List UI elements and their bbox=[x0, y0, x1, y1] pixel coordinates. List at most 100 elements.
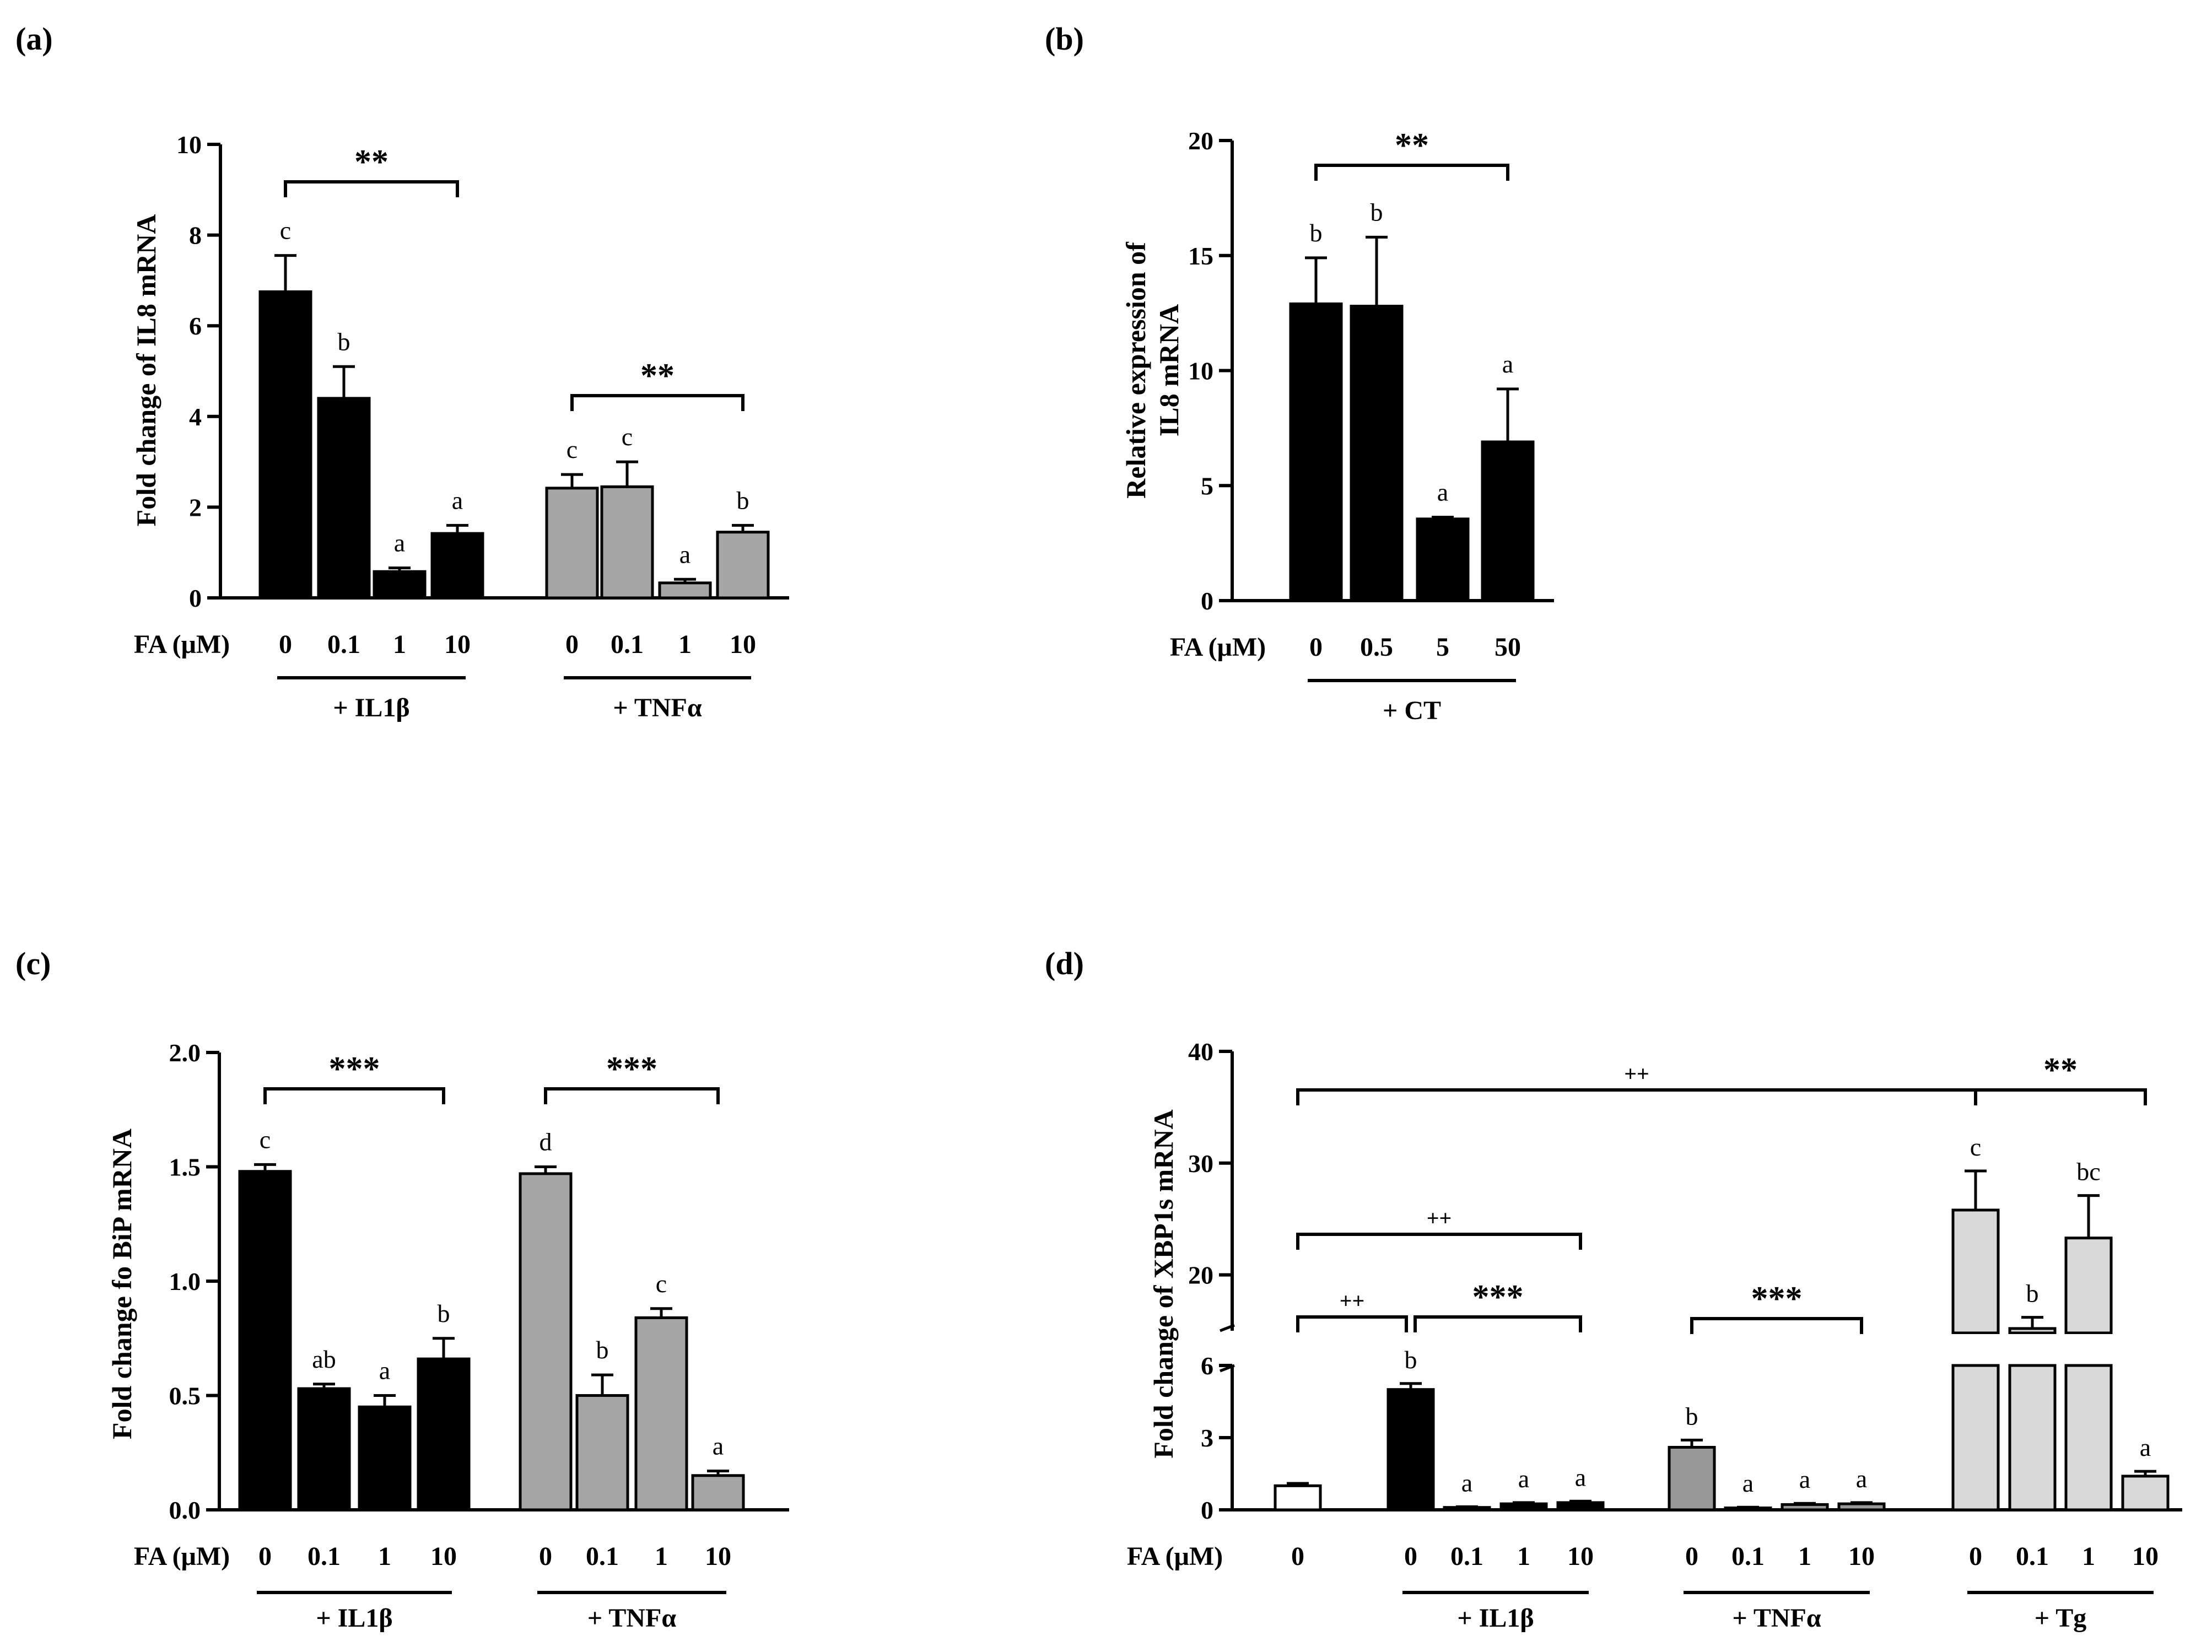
panel-a-x-axis-label: FA (μM) bbox=[134, 630, 230, 659]
panel-d-x-axis-label: FA (μM) bbox=[1127, 1542, 1223, 1571]
panel-d-sig-letter: bc bbox=[2076, 1158, 2100, 1186]
panel-a-significance-label: ** bbox=[354, 143, 389, 181]
panel-d-control-comparison-label: ++ bbox=[1624, 1061, 1649, 1086]
panel-d-sig-letter: a bbox=[1799, 1465, 1810, 1493]
panel-c-x-tick-label: 0 bbox=[539, 1542, 552, 1571]
panel-d-significance-label: ** bbox=[2043, 1051, 2078, 1089]
panel-c-group-label: + TNFα bbox=[587, 1604, 676, 1633]
panel-d-sig-letter: a bbox=[2140, 1433, 2151, 1461]
panel-a-sig-letter: b bbox=[737, 486, 749, 514]
panel-d-significance-bracket bbox=[1413, 1315, 1582, 1332]
panel-d-x-tick-label: 0 bbox=[1969, 1542, 1982, 1571]
panel-d-control-comparison-bracket bbox=[1296, 1233, 1582, 1250]
panel-d-x-tick-label: 10 bbox=[2132, 1542, 2159, 1571]
panel-a-significance-bracket bbox=[570, 394, 744, 411]
panel-a-bar bbox=[373, 570, 427, 600]
panel-d-y-tick-label: 30 bbox=[1188, 1149, 1213, 1178]
panel-a-x-tick-label: 1 bbox=[393, 630, 406, 659]
panel-c-sig-letter: c bbox=[260, 1125, 271, 1153]
panel-d-bar bbox=[1837, 1502, 1886, 1511]
panel-a-y-tick-label: 0 bbox=[189, 584, 202, 612]
panel-d-bar bbox=[2121, 1475, 2170, 1511]
panel-d-x-tick-label: 10 bbox=[1567, 1542, 1594, 1571]
panel-d-bar bbox=[2008, 1327, 2057, 1335]
panel-a-x-tick-label: 0 bbox=[565, 630, 579, 659]
panel-c-x-tick-label: 0.1 bbox=[307, 1542, 341, 1571]
panel-c-x-tick-label: 0 bbox=[258, 1542, 272, 1571]
panel-c-x-axis-label: FA (μM) bbox=[134, 1542, 230, 1571]
panel-d-bar bbox=[1951, 1364, 2000, 1511]
panel-a-group-label: + IL1β bbox=[333, 693, 409, 722]
panel-a-x-tick-label: 10 bbox=[444, 630, 471, 659]
panel-c-sig-letter: a bbox=[379, 1357, 390, 1385]
panel-a-x-tick-label: 1 bbox=[678, 630, 692, 659]
panel-a-bar bbox=[545, 487, 599, 600]
panel-c-sig-letter: b bbox=[596, 1336, 609, 1364]
panel-a-y-title: Fold change of IL8 mRNA bbox=[131, 214, 161, 527]
panel-a-x-tick-label: 0 bbox=[279, 630, 292, 659]
panel-a-sig-letter: c bbox=[567, 435, 578, 463]
panel-d-sig-letter: a bbox=[1575, 1463, 1586, 1491]
panel-c-y-title: Fold change fo BiP mRNA bbox=[106, 1129, 137, 1439]
panel-a-sig-letter: c bbox=[280, 217, 291, 245]
panel-b-bar bbox=[1350, 305, 1404, 602]
panel-c-sig-letter: a bbox=[713, 1432, 724, 1460]
panel-d-y-tick-label: 3 bbox=[1201, 1424, 1213, 1452]
panel-d-control-comparison-bracket bbox=[1296, 1088, 1977, 1105]
panel-b-y-tick-label: 5 bbox=[1201, 472, 1213, 500]
panel-b-x-tick-label: 50 bbox=[1495, 633, 1521, 662]
panel-c-bar bbox=[358, 1405, 412, 1511]
panel-d-bar bbox=[1781, 1503, 1829, 1511]
panel-d-significance-bracket bbox=[1690, 1317, 1863, 1334]
panel-b-bar bbox=[1289, 302, 1343, 602]
panel-d-sig-letter: b bbox=[2026, 1280, 2039, 1308]
panel-b-x-tick-label: 0.5 bbox=[1360, 633, 1393, 662]
panel-d-group-label: + TNFα bbox=[1732, 1604, 1821, 1633]
panel-d-x-tick-label: 1 bbox=[1798, 1542, 1811, 1571]
panel-b-group-label: + CT bbox=[1383, 696, 1441, 725]
panel-b-sig-letter: a bbox=[1437, 478, 1448, 506]
panel-c-bar bbox=[575, 1394, 629, 1511]
panel-d-axis-break-mark bbox=[1220, 1324, 1235, 1332]
panel-d-bar bbox=[2064, 1364, 2113, 1511]
panel-b-y-title-line1: Relative expression of bbox=[1120, 241, 1151, 499]
panel-a-x-tick-label: 10 bbox=[730, 630, 756, 659]
panel-d-x-tick-label: 1 bbox=[1517, 1542, 1530, 1571]
panel-d-bar bbox=[1556, 1501, 1605, 1511]
panel-d-x-tick-label: 0 bbox=[1404, 1542, 1417, 1571]
panel-c-x-tick-label: 10 bbox=[430, 1542, 457, 1571]
panel-d-sig-letter: b bbox=[1686, 1402, 1698, 1430]
panel-d-group-label: + IL1β bbox=[1457, 1604, 1534, 1633]
panel-d-significance-label: *** bbox=[1751, 1280, 1803, 1318]
panel-b-bar bbox=[1481, 440, 1535, 602]
panel-b-y-tick-label: 15 bbox=[1188, 242, 1213, 270]
panel-d-x-tick-label: 0.1 bbox=[1731, 1542, 1765, 1571]
panel-d-bar-break-gap bbox=[2006, 1334, 2058, 1363]
panel-d-x-tick-label: 0 bbox=[1291, 1542, 1304, 1571]
panel-a-y-tick-label: 6 bbox=[189, 312, 202, 340]
panel-c-bar bbox=[417, 1357, 471, 1511]
panel-c-y-tick-label: 0.5 bbox=[169, 1382, 201, 1410]
panel-d-y-tick-label: 40 bbox=[1188, 1038, 1213, 1066]
panel-a-sig-letter: c bbox=[622, 423, 633, 451]
panel-c-significance-label: *** bbox=[606, 1050, 657, 1088]
panel-b-label: (b) bbox=[1045, 21, 1084, 57]
panel-a-bar bbox=[600, 485, 654, 600]
panel-c-y-tick-label: 1.0 bbox=[169, 1267, 201, 1295]
panel-c-bar bbox=[297, 1387, 351, 1511]
panel-a-label: (a) bbox=[15, 21, 53, 57]
panel-b-y-title-line2: IL8 mRNA bbox=[1153, 304, 1184, 436]
panel-a-sig-letter: a bbox=[394, 529, 405, 557]
panel-a-x-tick-label: 0.1 bbox=[611, 630, 644, 659]
panel-d-x-tick-label: 0.1 bbox=[1450, 1542, 1483, 1571]
panel-d-control-comparison-bracket bbox=[1296, 1315, 1408, 1332]
panel-c-label: (c) bbox=[15, 946, 51, 981]
panel-c-sig-letter: b bbox=[438, 1299, 450, 1327]
panel-d-sig-letter: c bbox=[1970, 1133, 1981, 1161]
panel-c-sig-letter: c bbox=[656, 1270, 667, 1298]
panel-a-x-tick-label: 0.1 bbox=[327, 630, 360, 659]
panel-b-x-axis-label: FA (μM) bbox=[1170, 633, 1266, 662]
panel-a-sig-letter: b bbox=[338, 327, 350, 355]
panel-a-bar bbox=[658, 581, 712, 600]
